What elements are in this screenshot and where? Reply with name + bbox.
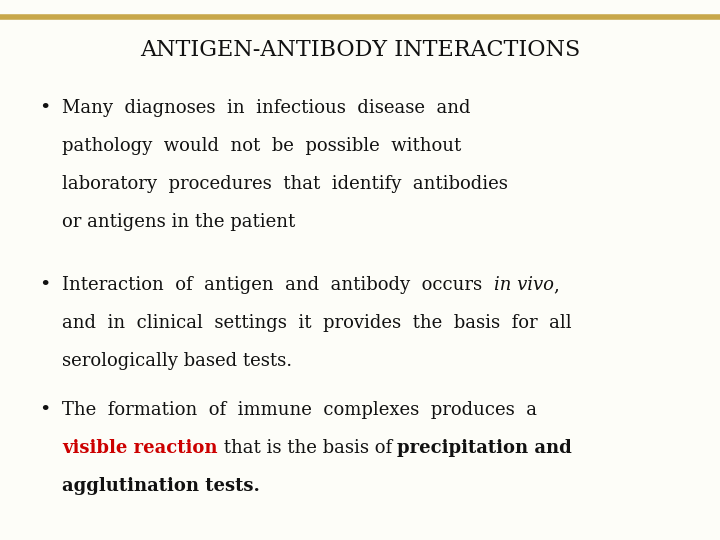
Text: laboratory  procedures  that  identify  antibodies: laboratory procedures that identify anti…: [62, 175, 508, 193]
Text: precipitation and: precipitation and: [397, 439, 572, 457]
Text: and  in  clinical  settings  it  provides  the  basis  for  all: and in clinical settings it provides the…: [62, 314, 572, 332]
Text: agglutination tests.: agglutination tests.: [62, 477, 260, 495]
Text: Interaction  of  antigen  and  antibody  occurs: Interaction of antigen and antibody occu…: [62, 276, 494, 294]
Text: ,: ,: [554, 276, 559, 294]
Text: pathology  would  not  be  possible  without: pathology would not be possible without: [62, 137, 462, 155]
Text: Many  diagnoses  in  infectious  disease  and: Many diagnoses in infectious disease and: [62, 99, 470, 117]
Text: visible reaction: visible reaction: [62, 439, 217, 457]
Text: or antigens in the patient: or antigens in the patient: [62, 213, 295, 231]
Text: serologically based tests.: serologically based tests.: [62, 352, 292, 370]
Text: •: •: [40, 99, 50, 117]
Text: •: •: [40, 401, 50, 419]
Text: The  formation  of  immune  complexes  produces  a: The formation of immune complexes produc…: [62, 401, 537, 419]
Text: in vivo: in vivo: [494, 276, 554, 294]
Text: that is the basis of: that is the basis of: [217, 439, 397, 457]
Text: ANTIGEN-ANTIBODY INTERACTIONS: ANTIGEN-ANTIBODY INTERACTIONS: [140, 39, 580, 61]
Text: •: •: [40, 276, 50, 294]
